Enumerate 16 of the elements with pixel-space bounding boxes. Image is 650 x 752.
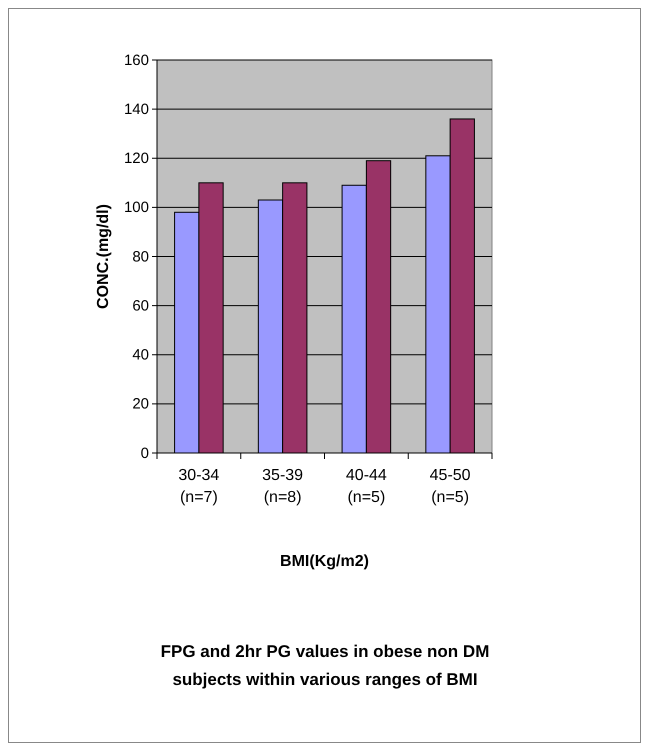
x-tick-label: 30-34 (n=7) — [178, 467, 220, 506]
x-tick-label: 35-39 (n=8) — [262, 467, 304, 506]
y-tick-label: 120 — [124, 150, 149, 168]
y-tick-label: 40 — [132, 346, 149, 364]
y-axis-title: CONC.(mg/dl) — [95, 204, 112, 309]
y-tick-label: 0 — [140, 444, 149, 462]
y-tick-label: 20 — [132, 396, 149, 413]
y-tick-label: 140 — [124, 100, 149, 118]
y-tick-label: 80 — [132, 248, 149, 266]
y-tick-label: 60 — [132, 297, 149, 314]
y-tick-label: 100 — [124, 199, 149, 216]
x-tick-label: 40-44 (n=5) — [346, 467, 387, 506]
text: FPG and 2hr PG values in obese non DM subjects within various ranges of BMI — [160, 642, 490, 689]
x-tick-label: 45-50 (n=5) — [430, 467, 471, 506]
y-tick-label: 160 — [124, 52, 149, 69]
x-axis-title: BMI(Kg/m2) — [280, 553, 369, 570]
